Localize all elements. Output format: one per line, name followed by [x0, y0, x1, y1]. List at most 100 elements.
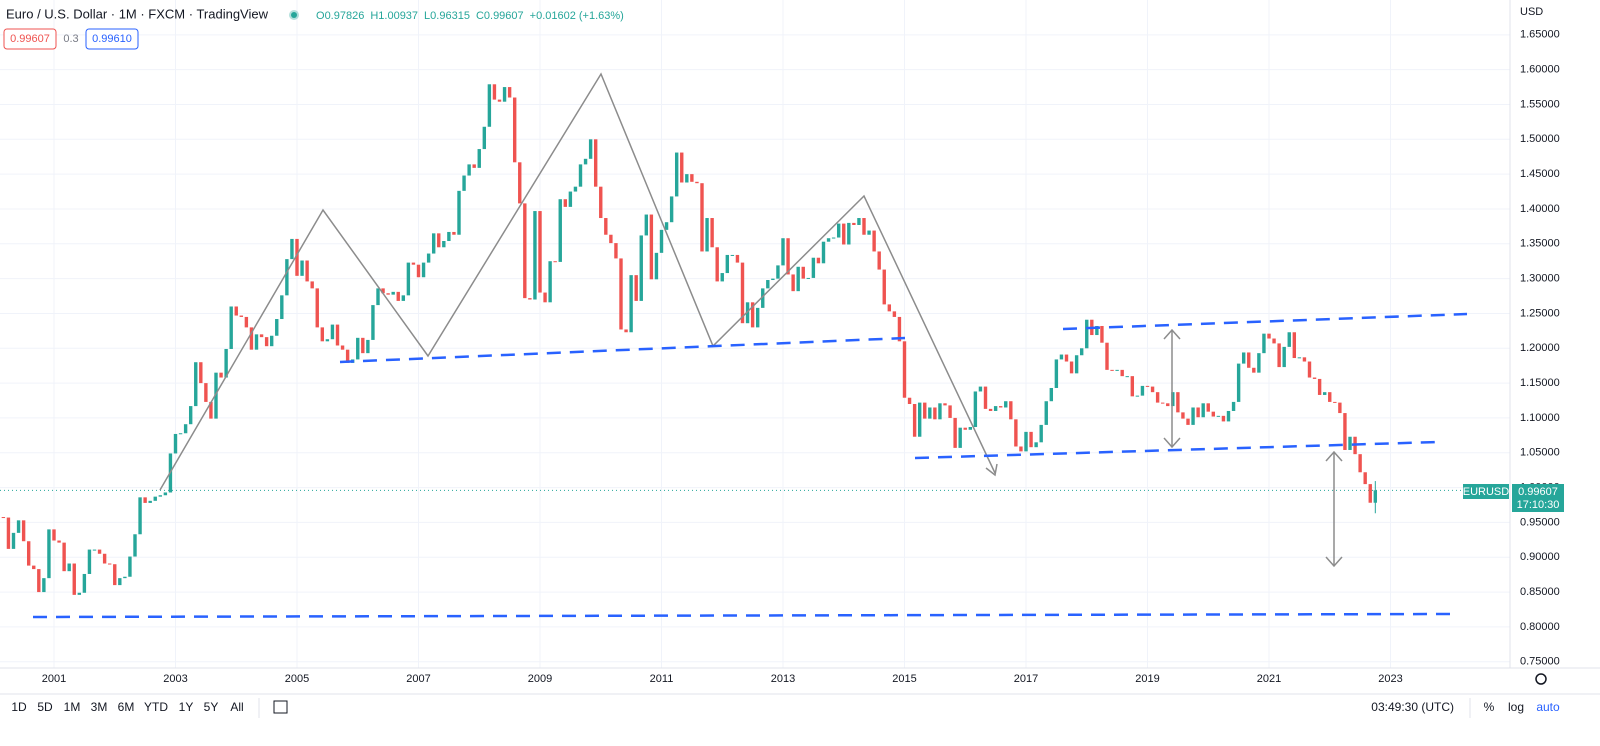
candle-body [740, 262, 745, 324]
y-tick-label: 1.15000 [1520, 377, 1560, 389]
zigzag-drawing [159, 72, 996, 491]
candle-body [816, 257, 821, 264]
candle-body [199, 362, 203, 384]
candle-body [907, 397, 912, 405]
y-tick-label: 0.75000 [1520, 656, 1560, 668]
candle-body [710, 218, 714, 248]
candle-body [1267, 333, 1271, 339]
candle-body [776, 265, 780, 279]
timeframe-button[interactable]: All [230, 700, 243, 714]
ohlc-label: O [316, 10, 325, 22]
candle-body [158, 495, 163, 497]
candle-body [836, 223, 841, 238]
candle-body [1125, 376, 1129, 378]
candle-body [1004, 401, 1008, 408]
candle-body [781, 238, 785, 266]
trend-line [339, 336, 906, 364]
candle-body [1150, 386, 1155, 393]
y-tick-label: 1.55000 [1520, 98, 1560, 110]
candle-body [578, 164, 583, 187]
symbol-label: EURUSD [1463, 486, 1510, 498]
candle-body [381, 288, 385, 294]
candle-body [978, 386, 983, 392]
clock[interactable]: 03:49:30 (UTC) [1371, 700, 1454, 714]
candle-body [877, 251, 881, 270]
candle-body [507, 87, 512, 98]
candle-body [1292, 332, 1297, 359]
timeframe-button[interactable]: 5Y [204, 700, 219, 714]
candle-body [1110, 369, 1114, 371]
candle-body [1262, 333, 1266, 354]
timeframe-button[interactable]: 1Y [179, 700, 194, 714]
candle-body [244, 316, 249, 328]
candle-body [285, 259, 289, 296]
candle-body [1014, 419, 1018, 447]
candle-body [209, 401, 213, 419]
candle-body [310, 281, 314, 289]
candle-body [1211, 411, 1216, 417]
candle-body [315, 288, 319, 328]
x-tick-label: 2005 [285, 673, 309, 685]
candle-body [21, 520, 26, 542]
candle-body [1064, 354, 1069, 362]
timeframe-button[interactable]: YTD [144, 700, 168, 714]
scale-option[interactable]: % [1484, 700, 1495, 714]
candle-body [1348, 436, 1352, 450]
x-tick-label: 2013 [771, 673, 795, 685]
x-tick-label: 2015 [892, 673, 916, 685]
candle-body [968, 426, 973, 430]
y-tick-label: 1.20000 [1520, 342, 1560, 354]
candle-body [1074, 355, 1079, 374]
candle-body [730, 254, 735, 256]
candle-body [573, 186, 578, 192]
scale-option[interactable]: auto [1536, 700, 1560, 714]
candle-body [553, 261, 557, 263]
settings-icon[interactable] [1535, 673, 1547, 685]
candle-body [335, 324, 340, 346]
candle-body [386, 293, 390, 295]
candle-body [52, 529, 56, 541]
arrow-head [1163, 437, 1181, 449]
candle-body [1054, 359, 1059, 388]
candle-body [163, 492, 168, 496]
candle-body [604, 218, 608, 235]
candle-body [1317, 378, 1322, 395]
ask-price: 0.99610 [92, 33, 132, 45]
timeframe-button[interactable]: 3M [91, 700, 108, 714]
timeframe-button[interactable]: 1D [11, 700, 27, 714]
candle-body [188, 406, 193, 425]
candle-body [791, 274, 795, 292]
last-price: 0.99607 [1518, 486, 1558, 498]
candle-body [1287, 332, 1291, 347]
candle-body [1160, 402, 1165, 404]
timeframe-button[interactable]: 6M [118, 700, 135, 714]
bid-box[interactable] [3, 28, 57, 50]
candle-body [482, 126, 487, 150]
candle-body [305, 260, 309, 282]
candle-body [183, 424, 188, 434]
candle-body [467, 164, 471, 176]
candle-body [457, 190, 461, 235]
candle-body [77, 592, 82, 595]
candle-body [761, 288, 765, 308]
candle-body [229, 306, 233, 349]
candle-body [264, 337, 269, 347]
candle-body [973, 391, 978, 427]
candle-body [867, 230, 871, 235]
scale-option[interactable]: log [1508, 700, 1524, 714]
candle-body [1221, 415, 1226, 422]
currency[interactable]: USD [1520, 6, 1543, 18]
timeframe-button[interactable]: 1M [64, 700, 81, 714]
candle-body [1206, 403, 1210, 412]
date-range-icon[interactable] [273, 700, 288, 714]
candle-body [609, 234, 613, 244]
timeframe-button[interactable]: 5D [37, 700, 53, 714]
y-tick-label: 1.35000 [1520, 238, 1560, 250]
ask-box[interactable] [85, 28, 139, 50]
candle-body [1358, 454, 1362, 473]
candle-body [325, 339, 330, 342]
candle-body [1307, 361, 1312, 378]
candle-body [234, 306, 238, 316]
candle-body [923, 402, 927, 419]
candle-body [958, 427, 962, 448]
